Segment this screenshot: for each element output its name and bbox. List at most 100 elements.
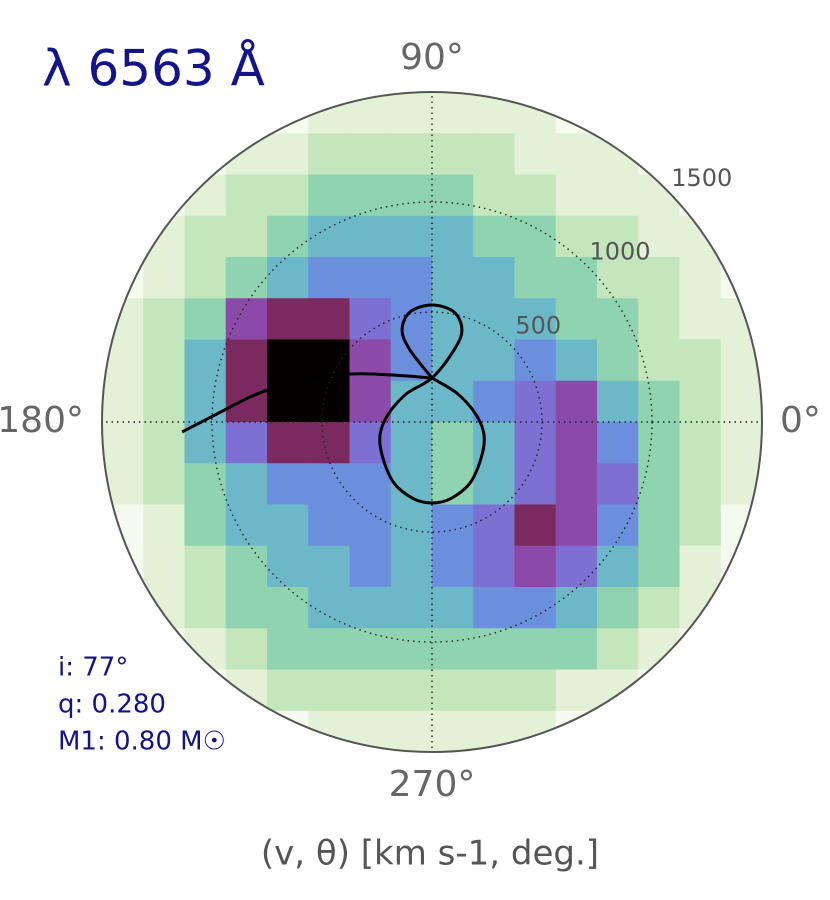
r-tick-label: 500 (515, 311, 561, 339)
heat-cell (267, 463, 309, 506)
heat-cell (720, 92, 762, 134)
heat-cell (720, 298, 762, 341)
heat-cell (555, 298, 598, 341)
heat-cell (143, 339, 186, 382)
heat-cell (473, 628, 516, 671)
heat-cell (473, 215, 516, 258)
heat-cell (638, 92, 681, 134)
heat-cell (102, 174, 144, 217)
heat-cell (432, 422, 474, 464)
heat-cell (720, 257, 762, 299)
heat-cell (143, 298, 186, 341)
heat-cell (638, 215, 681, 258)
theta-tick-label: 180° (0, 400, 84, 441)
heat-cell (308, 257, 351, 299)
curve (378, 303, 486, 505)
heat-cell (143, 422, 186, 464)
heat-cell (102, 133, 144, 176)
heat-cell (349, 463, 392, 506)
heat-cell (514, 174, 557, 217)
heat-cell (720, 628, 762, 671)
heat-cell (225, 628, 268, 671)
heat-cell (225, 545, 268, 588)
heat-cell (225, 215, 268, 258)
heat-cell (184, 504, 227, 547)
heat-cell (225, 92, 268, 134)
heat-cell (597, 215, 639, 258)
heat-cell (638, 669, 681, 712)
heat-cell (638, 463, 681, 506)
heat-cell (514, 257, 557, 299)
heat-cell (225, 710, 268, 752)
heat-cell (432, 215, 474, 258)
heat-cell (349, 545, 392, 588)
heat-cell (514, 422, 557, 464)
heat-cell (679, 92, 722, 134)
heat-cell (720, 215, 762, 258)
heat-cell (555, 92, 598, 134)
heat-cell (473, 504, 516, 547)
heat-cell (720, 504, 762, 547)
heat-cell (473, 339, 516, 382)
heat-cell (679, 628, 722, 671)
heat-cell (473, 463, 516, 506)
heat-cell (390, 504, 433, 547)
heat-cell (225, 257, 268, 299)
heat-cell (473, 257, 516, 299)
heat-cell (555, 628, 598, 671)
heat-cell (349, 587, 392, 629)
heat-cell (432, 628, 474, 671)
heat-cell (638, 422, 681, 464)
x-axis-label: (v, θ) [km s-1, deg.] (261, 834, 599, 874)
heat-cell (390, 92, 433, 134)
heat-cell (143, 504, 186, 547)
heat-cell (679, 380, 722, 423)
heat-cell (514, 298, 557, 341)
heat-cell (225, 587, 268, 629)
heat-cell (679, 257, 722, 299)
heat-cell (473, 545, 516, 588)
heat-cell (349, 504, 392, 547)
heat-cell (555, 710, 598, 752)
heat-cell (679, 669, 722, 712)
heat-cell (225, 504, 268, 547)
heat-cell (225, 380, 268, 423)
heat-cell (679, 339, 722, 382)
heat-cell (432, 504, 474, 547)
heat-cell (597, 298, 639, 341)
heat-cell (432, 669, 474, 712)
curve (181, 372, 433, 434)
heat-cell (267, 628, 309, 671)
heat-cell (514, 710, 557, 752)
heat-cell (555, 380, 598, 423)
heat-cell (514, 380, 557, 423)
heatmap (102, 92, 762, 752)
r-tick-label: 1000 (589, 238, 650, 266)
annotation: i: 77° (58, 653, 128, 683)
heat-cell (267, 298, 309, 341)
heat-cell (432, 545, 474, 588)
heat-cell (225, 174, 268, 217)
annotation: M1: 0.80 M☉ (58, 727, 226, 757)
theta-tick-label: 270° (389, 764, 476, 805)
heat-cell (638, 257, 681, 299)
heat-cell (184, 380, 227, 423)
outer-circle (101, 91, 763, 753)
heat-cell (679, 298, 722, 341)
heat-cell (720, 380, 762, 423)
heat-cell (390, 422, 433, 464)
heat-cell (102, 422, 144, 464)
heat-cell (267, 587, 309, 629)
heat-cell (143, 133, 186, 176)
heat-cell (308, 463, 351, 506)
heat-cell (432, 133, 474, 176)
heat-cell (184, 463, 227, 506)
heat-cell (390, 710, 433, 752)
heat-cell (473, 133, 516, 176)
heat-cell (720, 545, 762, 588)
heat-cell (597, 710, 639, 752)
heat-cell (225, 422, 268, 464)
heat-cell (514, 215, 557, 258)
heat-cell (390, 133, 433, 176)
